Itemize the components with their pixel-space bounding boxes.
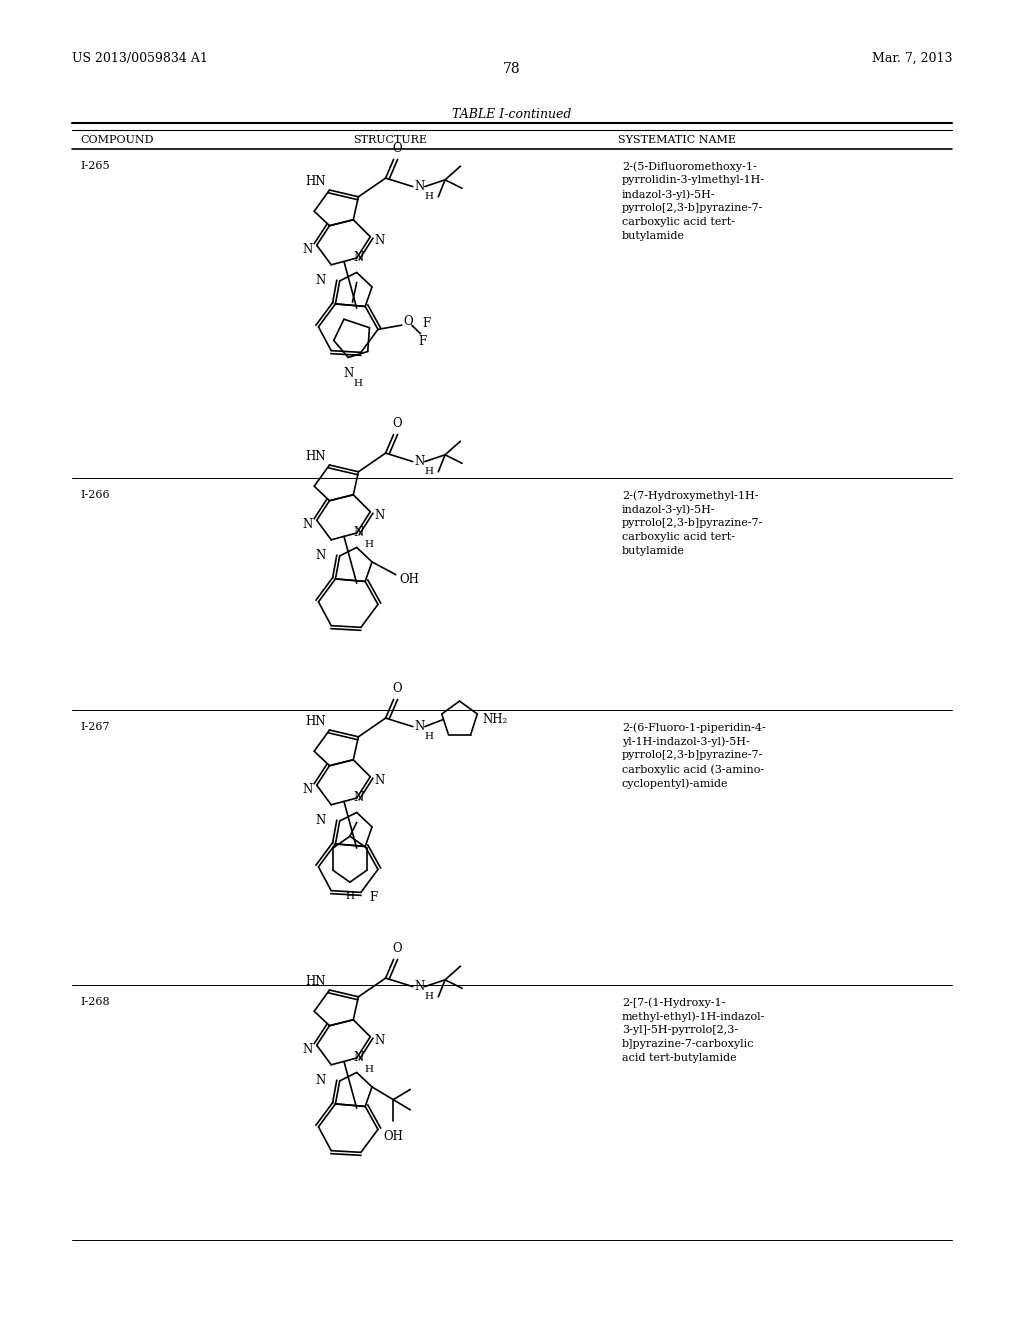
Text: pyrrolo[2,3-b]pyrazine-7-: pyrrolo[2,3-b]pyrazine-7-: [622, 203, 763, 213]
Text: SYSTEMATIC NAME: SYSTEMATIC NAME: [618, 135, 736, 145]
Text: yl-1H-indazol-3-yl)-5H-: yl-1H-indazol-3-yl)-5H-: [622, 737, 750, 747]
Text: butylamide: butylamide: [622, 231, 685, 242]
Text: F: F: [369, 891, 377, 904]
Text: 3-yl]-5H-pyrrolo[2,3-: 3-yl]-5H-pyrrolo[2,3-: [622, 1026, 738, 1035]
Text: N: N: [315, 549, 326, 562]
Text: H: H: [425, 993, 434, 1001]
Text: N: N: [353, 1052, 364, 1064]
Text: HN: HN: [305, 715, 326, 729]
Text: NH₂: NH₂: [482, 713, 508, 726]
Text: N: N: [353, 251, 364, 264]
Text: 2-(6-Fluoro-1-piperidin-4-: 2-(6-Fluoro-1-piperidin-4-: [622, 722, 766, 733]
Text: O: O: [393, 682, 402, 696]
Text: I-266: I-266: [80, 490, 110, 500]
Text: N: N: [415, 180, 425, 193]
Text: 78: 78: [503, 62, 521, 77]
Text: indazol-3-yl)-5H-: indazol-3-yl)-5H-: [622, 189, 716, 199]
Text: acid tert-butylamide: acid tert-butylamide: [622, 1053, 736, 1063]
Text: N: N: [343, 367, 353, 380]
Text: N: N: [315, 275, 326, 288]
Text: H: H: [425, 193, 434, 201]
Text: H: H: [425, 467, 434, 477]
Text: pyrrolo[2,3-b]pyrazine-7-: pyrrolo[2,3-b]pyrazine-7-: [622, 517, 763, 528]
Text: TABLE I-continued: TABLE I-continued: [453, 108, 571, 121]
Text: N: N: [375, 1035, 385, 1047]
Text: N: N: [353, 792, 364, 804]
Text: N: N: [415, 455, 425, 469]
Text: N: N: [353, 527, 364, 540]
Text: COMPOUND: COMPOUND: [80, 135, 154, 145]
Text: OH: OH: [383, 1130, 403, 1143]
Text: HN: HN: [305, 176, 326, 187]
Text: I-265: I-265: [80, 161, 110, 172]
Text: pyrrolidin-3-ylmethyl-1H-: pyrrolidin-3-ylmethyl-1H-: [622, 176, 765, 185]
Text: cyclopentyl)-amide: cyclopentyl)-amide: [622, 777, 728, 788]
Text: F: F: [419, 335, 427, 348]
Text: N: N: [302, 783, 312, 796]
Text: Mar. 7, 2013: Mar. 7, 2013: [871, 51, 952, 65]
Text: O: O: [393, 143, 402, 156]
Text: butylamide: butylamide: [622, 546, 685, 556]
Text: 2-(7-Hydroxymethyl-1H-: 2-(7-Hydroxymethyl-1H-: [622, 490, 759, 500]
Text: N: N: [375, 775, 385, 787]
Text: H: H: [425, 733, 434, 741]
Text: N: N: [315, 1074, 326, 1088]
Text: STRUCTURE: STRUCTURE: [353, 135, 427, 145]
Text: N: N: [302, 1043, 312, 1056]
Text: carboxylic acid tert-: carboxylic acid tert-: [622, 532, 735, 543]
Text: N: N: [375, 510, 385, 523]
Text: I-267: I-267: [80, 722, 110, 733]
Text: H: H: [365, 1065, 373, 1074]
Text: carboxylic acid tert-: carboxylic acid tert-: [622, 216, 735, 227]
Text: methyl-ethyl)-1H-indazol-: methyl-ethyl)-1H-indazol-: [622, 1011, 765, 1022]
Text: I-268: I-268: [80, 997, 110, 1007]
Text: N: N: [302, 517, 312, 531]
Text: US 2013/0059834 A1: US 2013/0059834 A1: [72, 51, 208, 65]
Text: HN: HN: [305, 975, 326, 987]
Text: HN: HN: [305, 450, 326, 463]
Text: N: N: [302, 243, 312, 256]
Text: O: O: [393, 942, 402, 956]
Text: O: O: [393, 417, 402, 430]
Text: N: N: [415, 721, 425, 733]
Text: carboxylic acid (3-amino-: carboxylic acid (3-amino-: [622, 764, 764, 775]
Text: N: N: [375, 234, 385, 247]
Text: O: O: [403, 314, 414, 327]
Text: pyrrolo[2,3-b]pyrazine-7-: pyrrolo[2,3-b]pyrazine-7-: [622, 750, 763, 760]
Text: N: N: [415, 979, 425, 993]
Text: H: H: [345, 892, 354, 902]
Text: H: H: [365, 540, 373, 549]
Text: 2-(5-Difluoromethoxy-1-: 2-(5-Difluoromethoxy-1-: [622, 161, 757, 172]
Text: N: N: [315, 814, 326, 828]
Text: 2-[7-(1-Hydroxy-1-: 2-[7-(1-Hydroxy-1-: [622, 997, 725, 1007]
Text: indazol-3-yl)-5H-: indazol-3-yl)-5H-: [622, 504, 716, 515]
Text: b]pyrazine-7-carboxylic: b]pyrazine-7-carboxylic: [622, 1039, 755, 1049]
Text: OH: OH: [399, 573, 420, 586]
Text: H: H: [353, 379, 362, 388]
Text: F: F: [423, 317, 431, 330]
